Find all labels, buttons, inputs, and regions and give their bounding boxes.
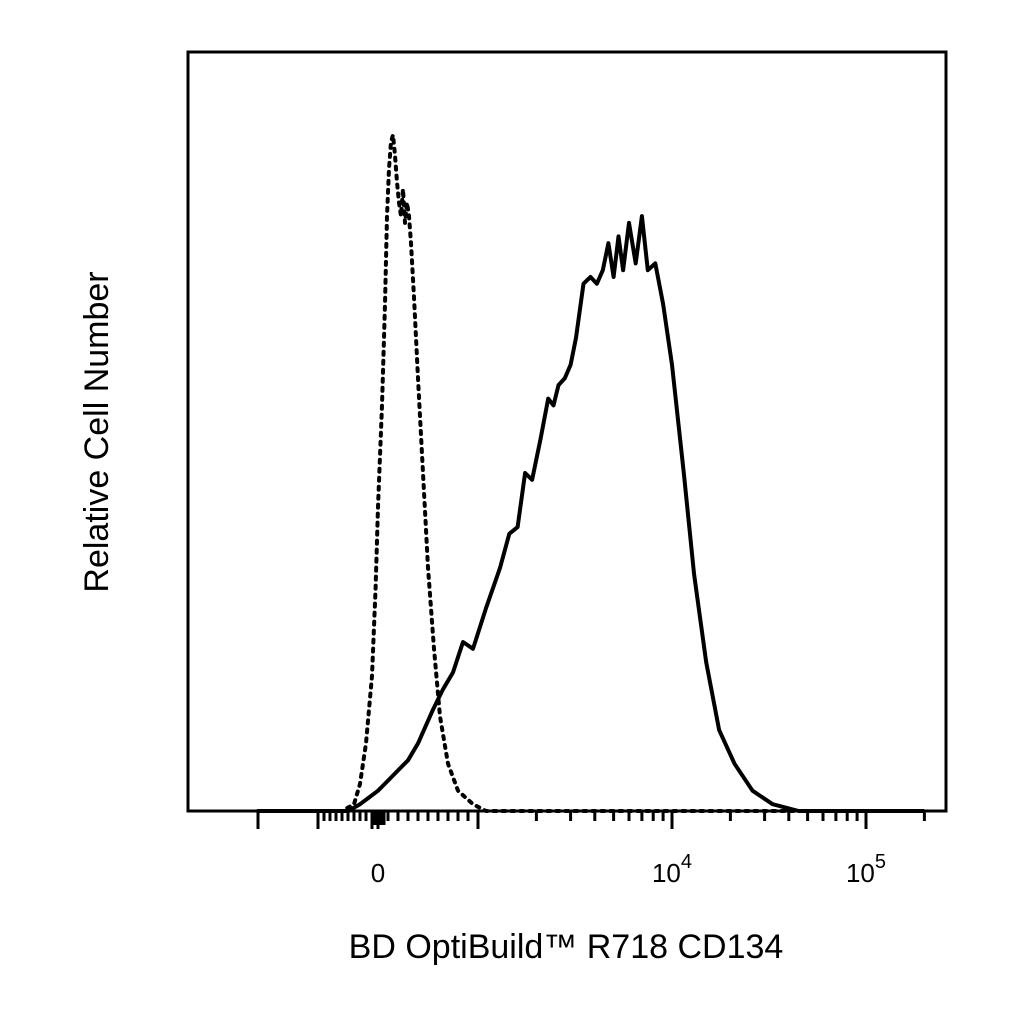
x-tick-exponent: 5 xyxy=(875,851,886,873)
series-line-dotted xyxy=(256,133,927,813)
y-axis-label: Relative Cell Number xyxy=(78,271,116,592)
x-axis-ticks xyxy=(256,811,926,829)
x-axis-label: BD OptiBuild™ R718 CD134 xyxy=(349,928,784,966)
x-tick-label: 105 xyxy=(846,851,886,888)
x-tick-exponent: 4 xyxy=(681,851,692,873)
x-tick-labels: 0 104 105 xyxy=(371,851,886,888)
plot-frame xyxy=(186,50,948,813)
x-tick-label: 104 xyxy=(652,851,692,888)
series-line-solid xyxy=(258,214,925,813)
x-tick-label: 0 xyxy=(371,858,385,888)
series-layer xyxy=(256,133,927,813)
